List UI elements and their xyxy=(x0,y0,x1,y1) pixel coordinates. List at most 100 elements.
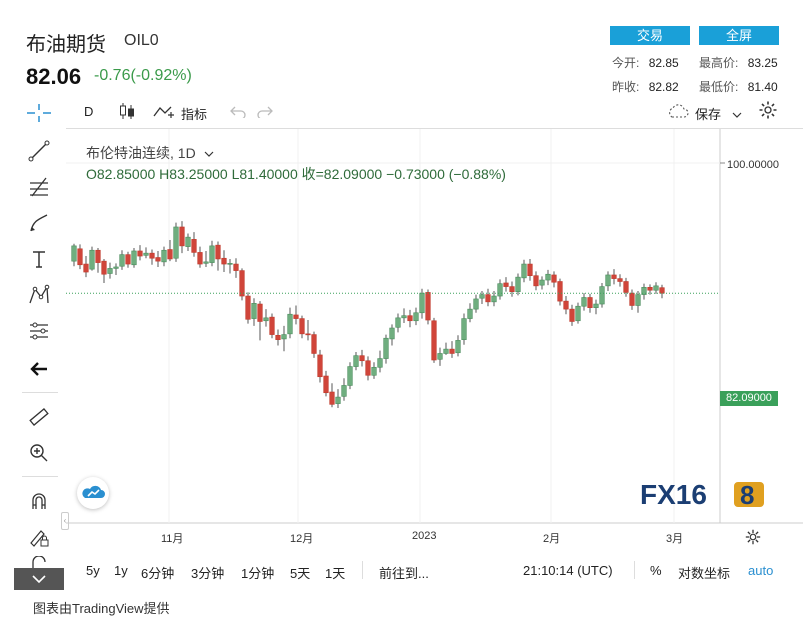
trade-button[interactable]: 交易 xyxy=(610,26,690,45)
candle-body xyxy=(347,366,353,386)
indicators-button[interactable]: 指标 xyxy=(181,107,208,122)
candle-body xyxy=(581,297,587,307)
instrument-name: 布油期货 xyxy=(26,34,106,56)
candle-body xyxy=(257,303,263,322)
candle-body xyxy=(461,318,467,340)
auto-scale-toggle[interactable]: auto xyxy=(748,563,774,578)
candle-body xyxy=(155,257,161,262)
text-tool-icon[interactable] xyxy=(24,244,54,274)
candle-body xyxy=(563,300,569,310)
stat-open-label: 今开: xyxy=(612,56,640,70)
undo-icon[interactable] xyxy=(230,104,246,123)
series-title[interactable]: 布伦特油连续, 1D xyxy=(86,143,214,163)
candle-body xyxy=(617,278,623,282)
range-6m[interactable]: 6分钟 xyxy=(141,566,175,581)
prediction-icon[interactable] xyxy=(24,316,54,346)
candlestick-type-icon[interactable] xyxy=(118,101,136,126)
fullscreen-button[interactable]: 全屏 xyxy=(699,26,779,45)
candle-body xyxy=(635,294,641,306)
hide-drawings-icon[interactable] xyxy=(24,556,54,570)
save-button[interactable]: 保存 xyxy=(695,107,722,122)
percent-scale-toggle[interactable]: % xyxy=(650,563,662,578)
range-1y[interactable]: 1y xyxy=(114,563,128,578)
candle-body xyxy=(311,334,317,354)
stat-high-label: 最高价: xyxy=(699,56,739,70)
redo-icon[interactable] xyxy=(257,104,273,123)
axis-settings-gear-icon[interactable] xyxy=(745,529,761,550)
candle-body xyxy=(503,282,509,287)
price-chart[interactable] xyxy=(66,129,803,539)
x-tick-label: 3月 xyxy=(666,533,684,545)
current-price-label: 82.09000 xyxy=(720,391,778,406)
candle-body xyxy=(629,292,635,306)
brush-icon[interactable] xyxy=(24,208,54,238)
indicators-icon[interactable] xyxy=(153,104,177,123)
log-scale-toggle[interactable]: 对数坐标 xyxy=(678,566,731,581)
clock-timezone[interactable]: 21:10:14 (UTC) xyxy=(523,563,613,578)
bottom-divider xyxy=(362,561,363,579)
candle-body xyxy=(515,276,521,292)
svg-text:8: 8 xyxy=(740,480,754,508)
x-tick-label: 11月 xyxy=(161,533,184,545)
candle-body xyxy=(245,295,251,320)
candle-body xyxy=(221,257,227,265)
candle-body xyxy=(209,245,215,263)
stat-low: 最低价: 81.40 xyxy=(699,78,778,95)
candle-body xyxy=(509,286,515,292)
candle-body xyxy=(281,334,287,340)
candle-body xyxy=(569,308,575,322)
stat-prev-close: 昨收: 82.82 xyxy=(612,78,679,95)
svg-text:FX16: FX16 xyxy=(640,480,707,508)
crosshair-icon[interactable] xyxy=(24,102,54,124)
range-1m[interactable]: 1分钟 xyxy=(241,566,275,581)
candle-body xyxy=(443,348,449,354)
chart-credit: 图表由TradingView提供 xyxy=(33,601,170,616)
stat-prev-close-value: 82.82 xyxy=(648,80,679,94)
trend-line-icon[interactable] xyxy=(24,136,54,166)
fib-retracement-icon[interactable] xyxy=(24,172,54,202)
ruler-icon[interactable] xyxy=(24,402,54,432)
candle-body xyxy=(179,226,185,247)
collapse-toolbar-handle[interactable]: ‹ xyxy=(61,512,69,530)
expand-toolbar-button[interactable] xyxy=(14,568,64,590)
chart-container[interactable] xyxy=(66,129,803,539)
candle-body xyxy=(407,315,413,322)
goto-date-button[interactable]: 前往到... xyxy=(379,566,429,581)
candle-body xyxy=(317,354,323,378)
stat-low-label: 最低价: xyxy=(699,80,739,94)
range-3m[interactable]: 3分钟 xyxy=(191,566,225,581)
candle-body xyxy=(653,285,659,291)
candle-body xyxy=(371,366,377,376)
interval-selector[interactable]: D xyxy=(84,104,94,119)
candle-body xyxy=(539,279,545,286)
last-price: 82.06 xyxy=(26,64,82,89)
range-1d[interactable]: 1天 xyxy=(325,566,346,581)
candle-body xyxy=(383,337,389,359)
lock-drawing-icon[interactable] xyxy=(24,522,54,552)
chevron-down-icon[interactable] xyxy=(732,106,742,124)
candle-body xyxy=(545,273,551,281)
stat-open-value: 82.85 xyxy=(648,56,679,70)
tradingview-logo[interactable] xyxy=(77,477,109,509)
range-5d[interactable]: 5天 xyxy=(290,566,311,581)
zoom-in-icon[interactable] xyxy=(24,438,54,468)
settings-gear-icon[interactable] xyxy=(758,100,778,125)
candle-body xyxy=(497,283,503,297)
candle-body xyxy=(431,320,437,361)
price-axis-top-label: 100.00000 xyxy=(727,159,779,171)
left-toolbar-divider-2 xyxy=(22,476,58,477)
candle-body xyxy=(107,268,113,274)
candle-body xyxy=(557,281,563,302)
candle-body xyxy=(389,327,395,340)
magnet-icon[interactable] xyxy=(24,486,54,516)
candle-body xyxy=(233,263,239,271)
fx168-logo: FX16 8 xyxy=(640,479,770,513)
candle-body xyxy=(203,261,209,264)
candle-body xyxy=(647,287,653,291)
range-5y[interactable]: 5y xyxy=(86,563,100,578)
back-arrow-icon[interactable] xyxy=(24,354,54,384)
candle-body xyxy=(269,316,275,335)
candle-body xyxy=(533,275,539,287)
pattern-icon[interactable] xyxy=(24,280,54,310)
candle-body xyxy=(227,263,233,265)
